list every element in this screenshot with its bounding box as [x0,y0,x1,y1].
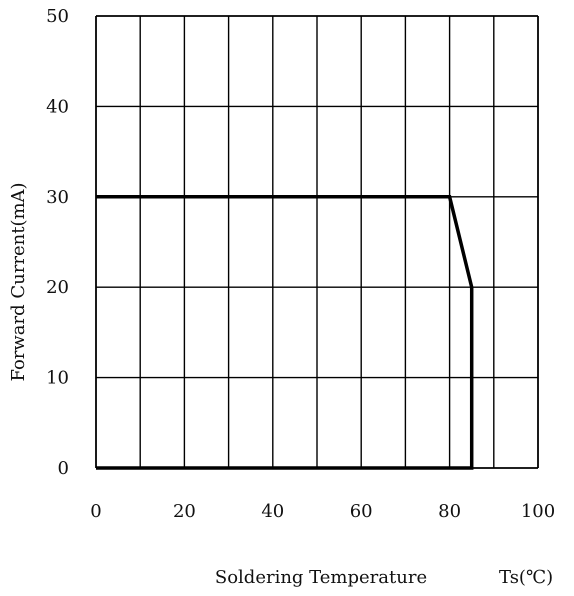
y-tick-label: 40 [46,96,69,117]
x-tick-label: 0 [90,501,101,522]
tick-label-layer: 0 10 20 30 40 50 0 20 40 60 80 100 [46,6,555,522]
x-axis-title: Soldering Temperature [215,567,427,588]
x-tick-label: 20 [173,501,196,522]
x-tick-label: 100 [521,501,555,522]
y-axis-title: Forward Current(mA) [8,182,29,381]
x-axis-unit: Ts(℃) [499,567,553,588]
y-tick-label: 10 [46,368,69,389]
y-tick-label: 0 [58,458,69,479]
x-tick-label: 60 [350,501,373,522]
x-tick-label: 80 [438,501,461,522]
x-tick-label: 40 [261,501,284,522]
series-layer [96,195,474,470]
y-tick-label: 50 [46,6,69,27]
y-tick-label: 20 [46,277,69,298]
y-tick-label: 30 [46,187,69,208]
series-line-0 [96,195,474,470]
